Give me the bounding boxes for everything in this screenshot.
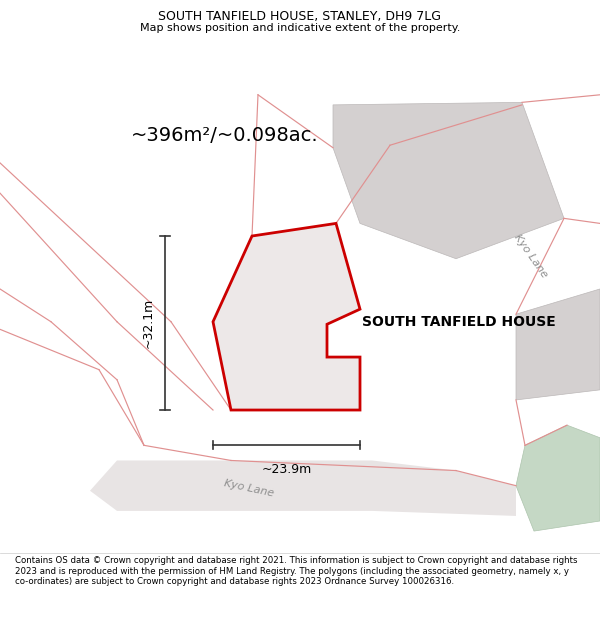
Text: ~32.1m: ~32.1m bbox=[141, 298, 154, 348]
Text: ~23.9m: ~23.9m bbox=[262, 463, 311, 476]
Polygon shape bbox=[333, 102, 564, 259]
Text: Kyo Lane: Kyo Lane bbox=[512, 232, 550, 280]
Text: Contains OS data © Crown copyright and database right 2021. This information is : Contains OS data © Crown copyright and d… bbox=[15, 556, 577, 586]
Polygon shape bbox=[516, 425, 600, 531]
Text: Map shows position and indicative extent of the property.: Map shows position and indicative extent… bbox=[140, 22, 460, 32]
Polygon shape bbox=[213, 223, 360, 410]
Polygon shape bbox=[90, 461, 516, 516]
Text: ~396m²/~0.098ac.: ~396m²/~0.098ac. bbox=[131, 126, 319, 144]
Polygon shape bbox=[516, 289, 600, 400]
Text: Kyo Lane: Kyo Lane bbox=[223, 478, 275, 498]
Text: SOUTH TANFIELD HOUSE: SOUTH TANFIELD HOUSE bbox=[362, 315, 556, 329]
Text: SOUTH TANFIELD HOUSE, STANLEY, DH9 7LG: SOUTH TANFIELD HOUSE, STANLEY, DH9 7LG bbox=[158, 10, 442, 23]
